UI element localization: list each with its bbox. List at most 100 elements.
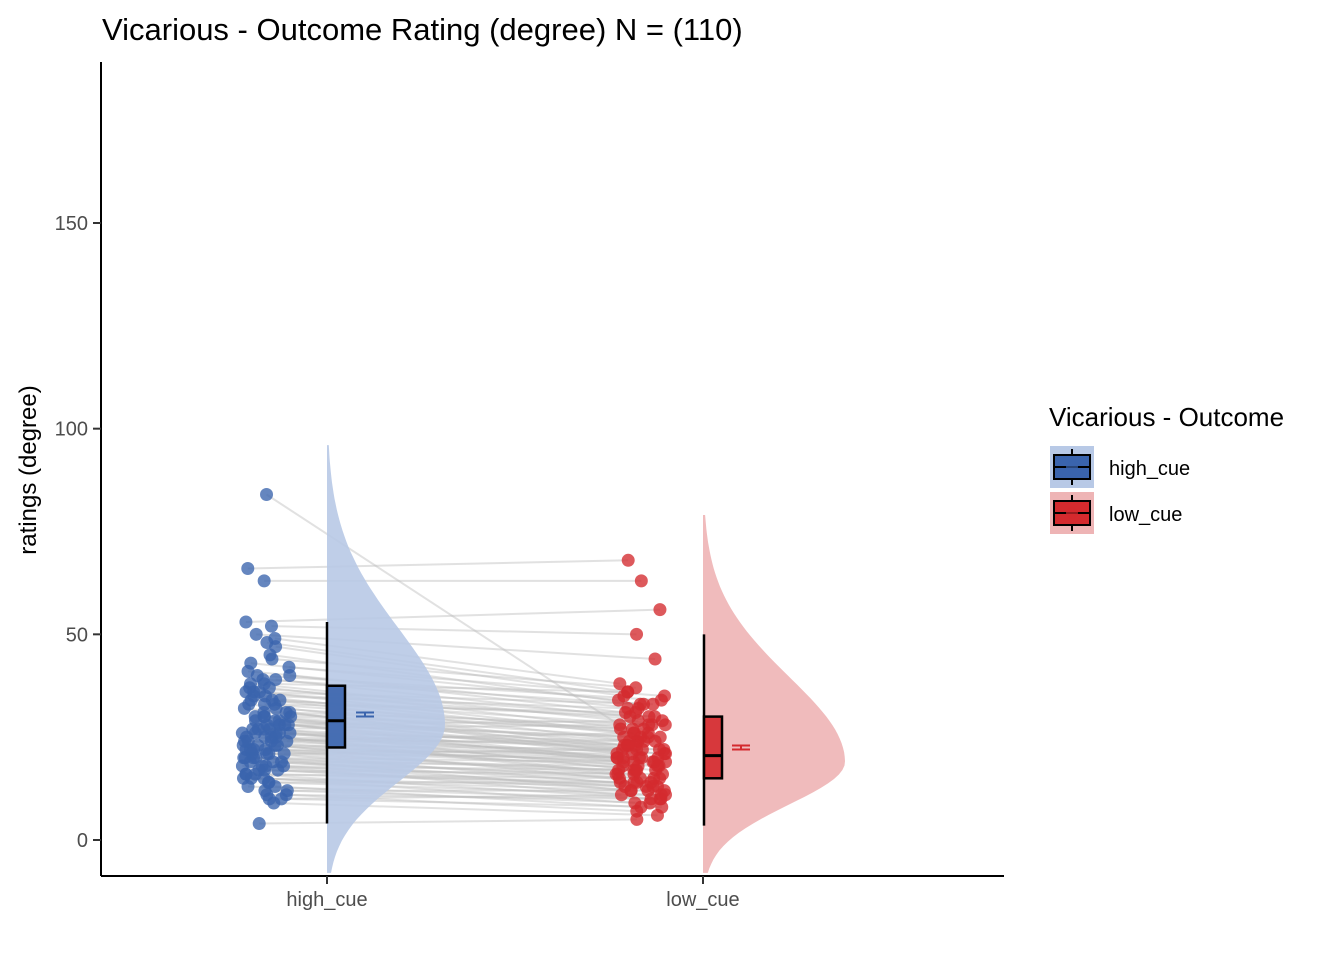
paired-line <box>243 777 647 788</box>
data-point-low_cue <box>630 812 644 826</box>
y-tick-label: 100 <box>55 419 88 441</box>
paired-line <box>247 670 639 710</box>
paired-lines <box>242 493 666 825</box>
paired-line <box>266 752 619 772</box>
data-point-high_cue <box>260 487 274 501</box>
data-point-low_cue <box>656 767 670 781</box>
box-high_cue <box>325 684 347 749</box>
data-point-low_cue <box>642 710 656 724</box>
legend-key-point <box>1066 507 1078 519</box>
paired-line <box>243 744 624 763</box>
data-point-high_cue <box>277 759 291 773</box>
paired-line <box>259 690 634 735</box>
data-point-low_cue <box>628 763 642 777</box>
paired-line <box>247 559 629 570</box>
data-point-high_cue <box>264 619 278 633</box>
y-ticks: 0 50 100 150 <box>55 213 101 852</box>
data-point-low_cue <box>659 755 673 769</box>
x-tick-label: high_cue <box>286 889 367 911</box>
data-point-low_cue <box>650 808 664 822</box>
data-point-low_cue <box>637 697 651 711</box>
data-point-high_cue <box>252 817 266 831</box>
data-point-high_cue <box>237 751 251 765</box>
data-point-low_cue <box>613 718 627 732</box>
data-point-high_cue <box>279 705 293 719</box>
data-point-low_cue <box>653 603 667 617</box>
y-tick-label: 150 <box>55 213 88 235</box>
legend-item-high_cue: high_cue <box>1050 446 1190 488</box>
legend-title: Vicarious - Outcome <box>1049 402 1284 432</box>
axes <box>100 62 1004 877</box>
data-points <box>235 487 673 831</box>
paired-line <box>245 773 661 800</box>
data-point-low_cue <box>612 693 626 707</box>
paired-line <box>246 736 666 755</box>
density-clouds <box>327 445 845 873</box>
legend-label: low_cue <box>1109 504 1182 526</box>
paired-line <box>248 740 656 772</box>
data-point-high_cue <box>268 714 282 728</box>
data-point-high_cue <box>267 796 281 810</box>
data-point-low_cue <box>630 627 644 641</box>
y-axis-title: ratings (degree) <box>15 385 42 554</box>
paired-line <box>242 732 635 776</box>
data-point-low_cue <box>630 775 644 789</box>
data-point-high_cue <box>268 697 282 711</box>
paired-line <box>255 732 664 751</box>
paired-line <box>253 748 658 767</box>
density-cloud-high_cue <box>327 445 445 873</box>
data-point-low_cue <box>613 677 627 691</box>
x-tick-label: low_cue <box>666 889 739 911</box>
data-point-high_cue <box>249 627 263 641</box>
paired-line <box>242 764 654 780</box>
paired-line <box>253 690 654 706</box>
paired-line <box>250 682 666 726</box>
paired-line <box>243 756 636 772</box>
data-point-low_cue <box>610 751 624 765</box>
paired-line <box>250 760 617 776</box>
data-point-low_cue <box>631 714 645 728</box>
paired-line <box>251 748 643 755</box>
paired-line <box>255 756 641 780</box>
data-point-low_cue <box>635 751 649 765</box>
data-point-high_cue <box>257 574 271 588</box>
paired-line <box>264 682 628 693</box>
paired-line <box>252 727 636 747</box>
legend-item-low_cue: low_cue <box>1050 492 1182 534</box>
paired-line <box>259 818 637 825</box>
data-point-low_cue <box>654 693 668 707</box>
data-point-low_cue <box>648 734 662 748</box>
x-ticks: high_cue low_cue <box>286 876 740 911</box>
paired-line <box>246 773 620 780</box>
plot-area <box>235 445 845 873</box>
paired-line <box>245 608 660 623</box>
data-point-high_cue <box>283 726 297 740</box>
boxplots <box>325 621 724 826</box>
data-point-high_cue <box>268 780 282 794</box>
data-point-low_cue <box>658 788 672 802</box>
legend-label: high_cue <box>1109 458 1190 480</box>
chart-title: Vicarious - Outcome Rating (degree) N = … <box>102 12 743 47</box>
data-point-low_cue <box>618 780 632 794</box>
paired-line <box>245 690 663 722</box>
legend-key-point <box>1066 461 1078 473</box>
paired-line <box>255 773 634 784</box>
data-point-high_cue <box>241 562 255 576</box>
data-point-low_cue <box>629 681 643 695</box>
paired-line <box>257 674 662 702</box>
paired-line <box>262 764 622 796</box>
y-tick-label: 50 <box>66 624 88 646</box>
data-point-high_cue <box>241 780 255 794</box>
data-point-low_cue <box>617 738 631 752</box>
box-low_cue <box>702 715 724 780</box>
data-point-low_cue <box>634 574 648 588</box>
data-point-high_cue <box>269 730 283 744</box>
paired-line <box>255 719 655 763</box>
paired-line <box>251 777 632 792</box>
paired-line <box>253 695 661 739</box>
paired-line <box>251 699 649 718</box>
data-point-high_cue <box>250 668 264 682</box>
paired-line <box>253 756 631 792</box>
density-cloud-low_cue <box>703 515 845 873</box>
